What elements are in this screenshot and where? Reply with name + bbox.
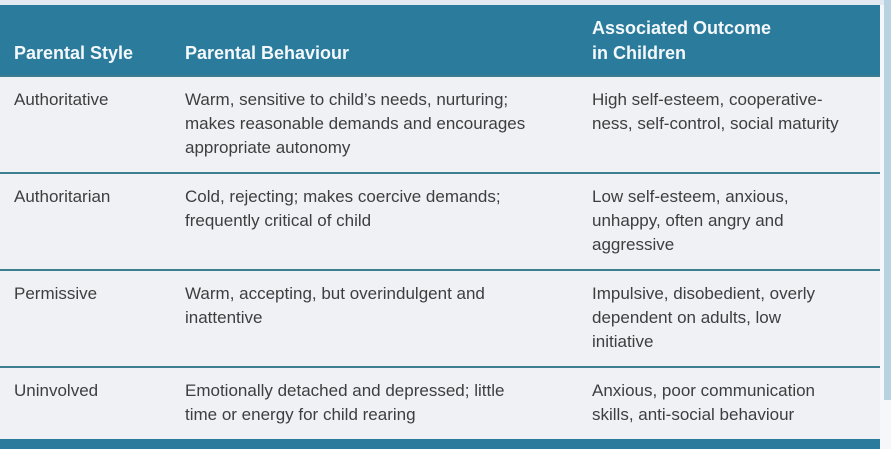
page-right-margin-strip xyxy=(884,0,891,400)
table-row-authoritarian: Authoritarian Cold, rejecting; makes coe… xyxy=(0,172,880,269)
parenting-styles-table: Parental Style Parental Behaviour Associ… xyxy=(0,5,880,449)
outcome-cell: Low self-esteem, anxious, unhappy, often… xyxy=(592,187,789,254)
behaviour-cell: Warm, accepting, but overindulgent and i… xyxy=(185,284,485,327)
table-header-row: Parental Style Parental Behaviour Associ… xyxy=(0,5,880,75)
header-cell-parental-behaviour: Parental Behaviour xyxy=(185,43,350,63)
table-row-permissive: Permissive Warm, accepting, but overindu… xyxy=(0,269,880,366)
behaviour-cell: Warm, sensitive to child’s needs, nurtur… xyxy=(185,90,526,157)
outcome-cell: Anxious, poor communication skills, anti… xyxy=(592,381,816,424)
style-cell: Permissive xyxy=(14,284,98,303)
header-cell-associated-outcome: Associated Outcome in Children xyxy=(592,18,772,63)
style-cell: Uninvolved xyxy=(14,381,99,400)
outcome-cell: Impulsive, disobedient, overly dependent… xyxy=(592,284,816,351)
table-row-authoritative: Authoritative Warm, sensitive to child’s… xyxy=(0,75,880,172)
outcome-cell: High self-esteem, cooperative- ness, sel… xyxy=(592,90,839,133)
behaviour-cell: Cold, rejecting; makes coercive demands;… xyxy=(185,187,501,230)
behaviour-cell: Emotionally detached and depressed; litt… xyxy=(185,381,505,424)
page-top-margin xyxy=(0,0,891,5)
table-row-uninvolved: Uninvolved Emotionally detached and depr… xyxy=(0,366,880,439)
style-cell: Authoritarian xyxy=(14,187,111,206)
header-cell-parental-style: Parental Style xyxy=(14,43,134,63)
style-cell: Authoritative xyxy=(14,90,109,109)
